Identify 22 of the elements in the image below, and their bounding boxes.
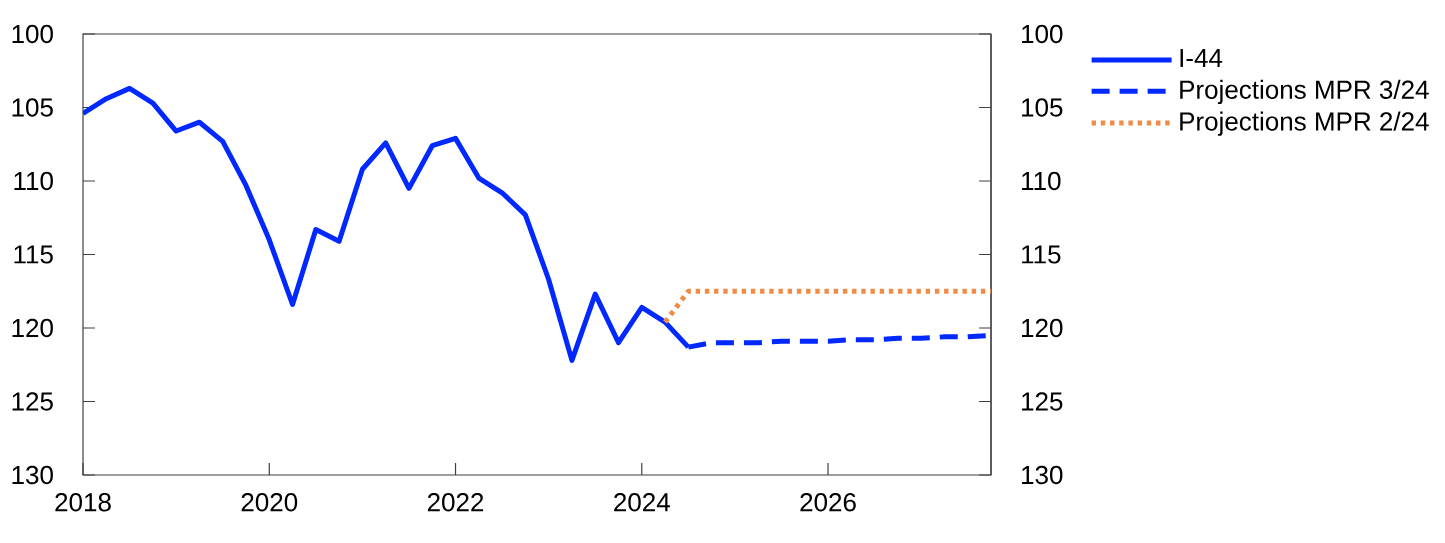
legend-label: I-44 xyxy=(1180,49,1223,67)
y-tick-label: 110 xyxy=(14,171,53,191)
legend-label: Projections MPR 3/24 xyxy=(1180,79,1429,105)
y2-tick-label: 120 xyxy=(1022,318,1063,338)
legend-label: Projections MPR 2/24 xyxy=(1180,111,1429,136)
y-tick-label: 120 xyxy=(12,318,53,338)
x-tick-label: 2018 xyxy=(55,493,111,512)
y-tick-label: 125 xyxy=(12,392,53,411)
x-tick-label: 2020 xyxy=(241,493,298,512)
x-tick-label: 2022 xyxy=(427,493,484,512)
y2-tick-label: 125 xyxy=(1022,392,1063,411)
y-tick-label: 115 xyxy=(14,245,53,264)
y2-tick-label: 100 xyxy=(1022,24,1063,44)
y-tick-label: 130 xyxy=(12,465,53,485)
x-tick-label: 2026 xyxy=(800,493,856,512)
y2-tick-label: 105 xyxy=(1022,98,1063,117)
y2-tick-label: 115 xyxy=(1022,245,1061,264)
x-tick-label: 2024 xyxy=(614,493,670,512)
y-tick-label: 100 xyxy=(12,24,53,44)
y-tick-label: 105 xyxy=(12,98,53,117)
y2-tick-label: 130 xyxy=(1022,465,1063,485)
y2-tick-label: 110 xyxy=(1022,171,1061,191)
